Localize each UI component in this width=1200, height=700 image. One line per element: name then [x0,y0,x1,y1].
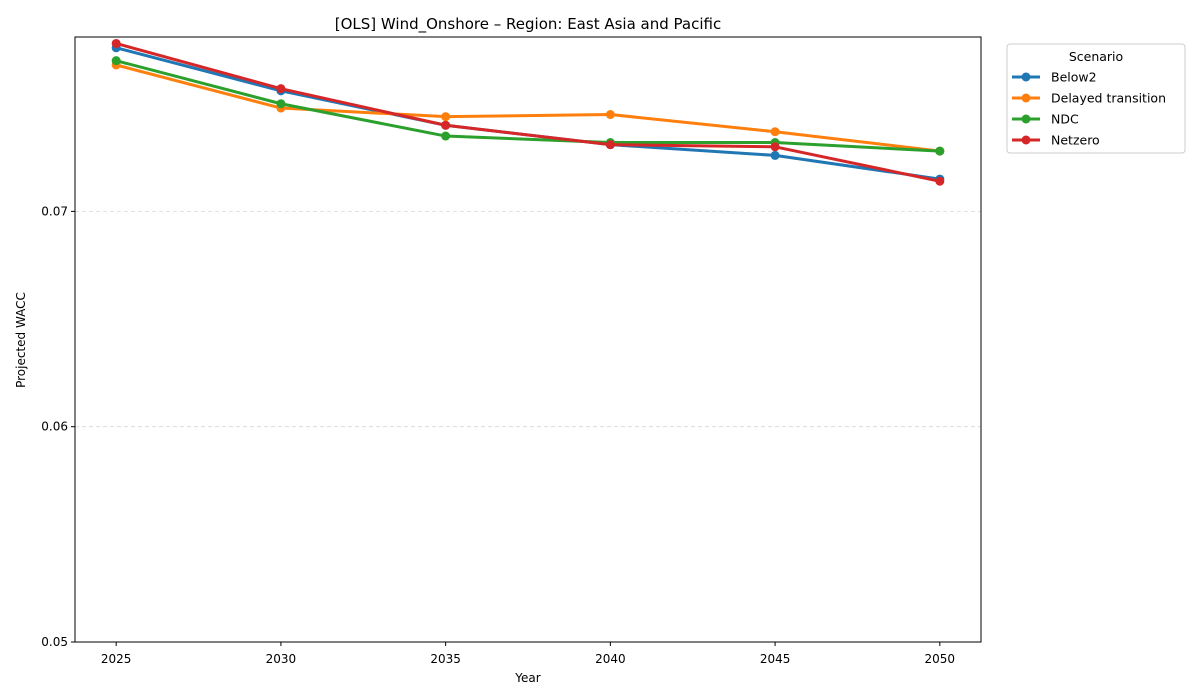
data-point-netzero [605,140,615,150]
legend-label: Below2 [1051,70,1097,85]
legend-items: Below2 Delayed transition NDC Netzero [1012,70,1166,148]
series-line-netzero [114,41,942,183]
legend-item-netzero: Netzero [1012,133,1100,148]
legend-item-below2: Below2 [1012,70,1097,85]
data-point-netzero [770,142,780,152]
data-point-ndc [276,99,286,109]
legend-label: Netzero [1051,133,1100,148]
legend-swatch-marker [1021,135,1031,145]
data-point-netzero [935,176,945,186]
data-point-ndc [935,146,945,156]
y-axis-label: Projected WACC [14,292,28,388]
data-point-delayed-transition [441,112,451,122]
legend: Scenario Below2 Delayed transition NDC Netz… [1006,43,1186,154]
data-point-ndc [111,56,121,66]
x-axis-label: Year [514,671,540,685]
y-axis-ticks: 0.05 0.06 0.07 [41,204,75,649]
data-point-delayed-transition [770,127,780,137]
legend-title: Scenario [1069,49,1123,64]
legend-box [1006,43,1186,154]
series-netzero [111,38,945,186]
series-line-delayed-transition [114,63,942,153]
chart-title: [OLS] Wind_Onshore – Region: East Asia a… [335,15,721,34]
series-layer [111,38,945,186]
x-tick-label: 2030 [266,652,297,666]
x-tick-label: 2025 [101,652,132,666]
legend-label: NDC [1051,112,1079,127]
plot-frame [74,36,982,643]
data-point-ndc [441,131,451,141]
y-tick-label: 0.05 [41,635,68,649]
legend-swatch-marker [1021,114,1031,124]
x-axis-ticks: 2025 2030 2035 2040 2045 2050 [101,642,955,666]
legend-item-ndc: NDC [1012,112,1079,127]
series-line-ndc [114,59,942,153]
x-tick-label: 2040 [595,652,626,666]
legend-item-delayed-transition: Delayed transition [1012,91,1166,106]
data-point-netzero [441,120,451,130]
data-point-netzero [111,38,121,48]
data-point-netzero [276,84,286,94]
x-tick-label: 2045 [760,652,791,666]
y-tick-label: 0.06 [41,420,68,434]
data-point-below2 [770,150,780,160]
x-tick-label: 2035 [430,652,461,666]
x-tick-label: 2050 [925,652,956,666]
legend-label: Delayed transition [1051,91,1166,106]
data-point-delayed-transition [605,110,615,120]
legend-swatch-marker [1021,93,1031,103]
y-tick-label: 0.07 [41,204,68,218]
legend-swatch-marker [1021,72,1031,82]
